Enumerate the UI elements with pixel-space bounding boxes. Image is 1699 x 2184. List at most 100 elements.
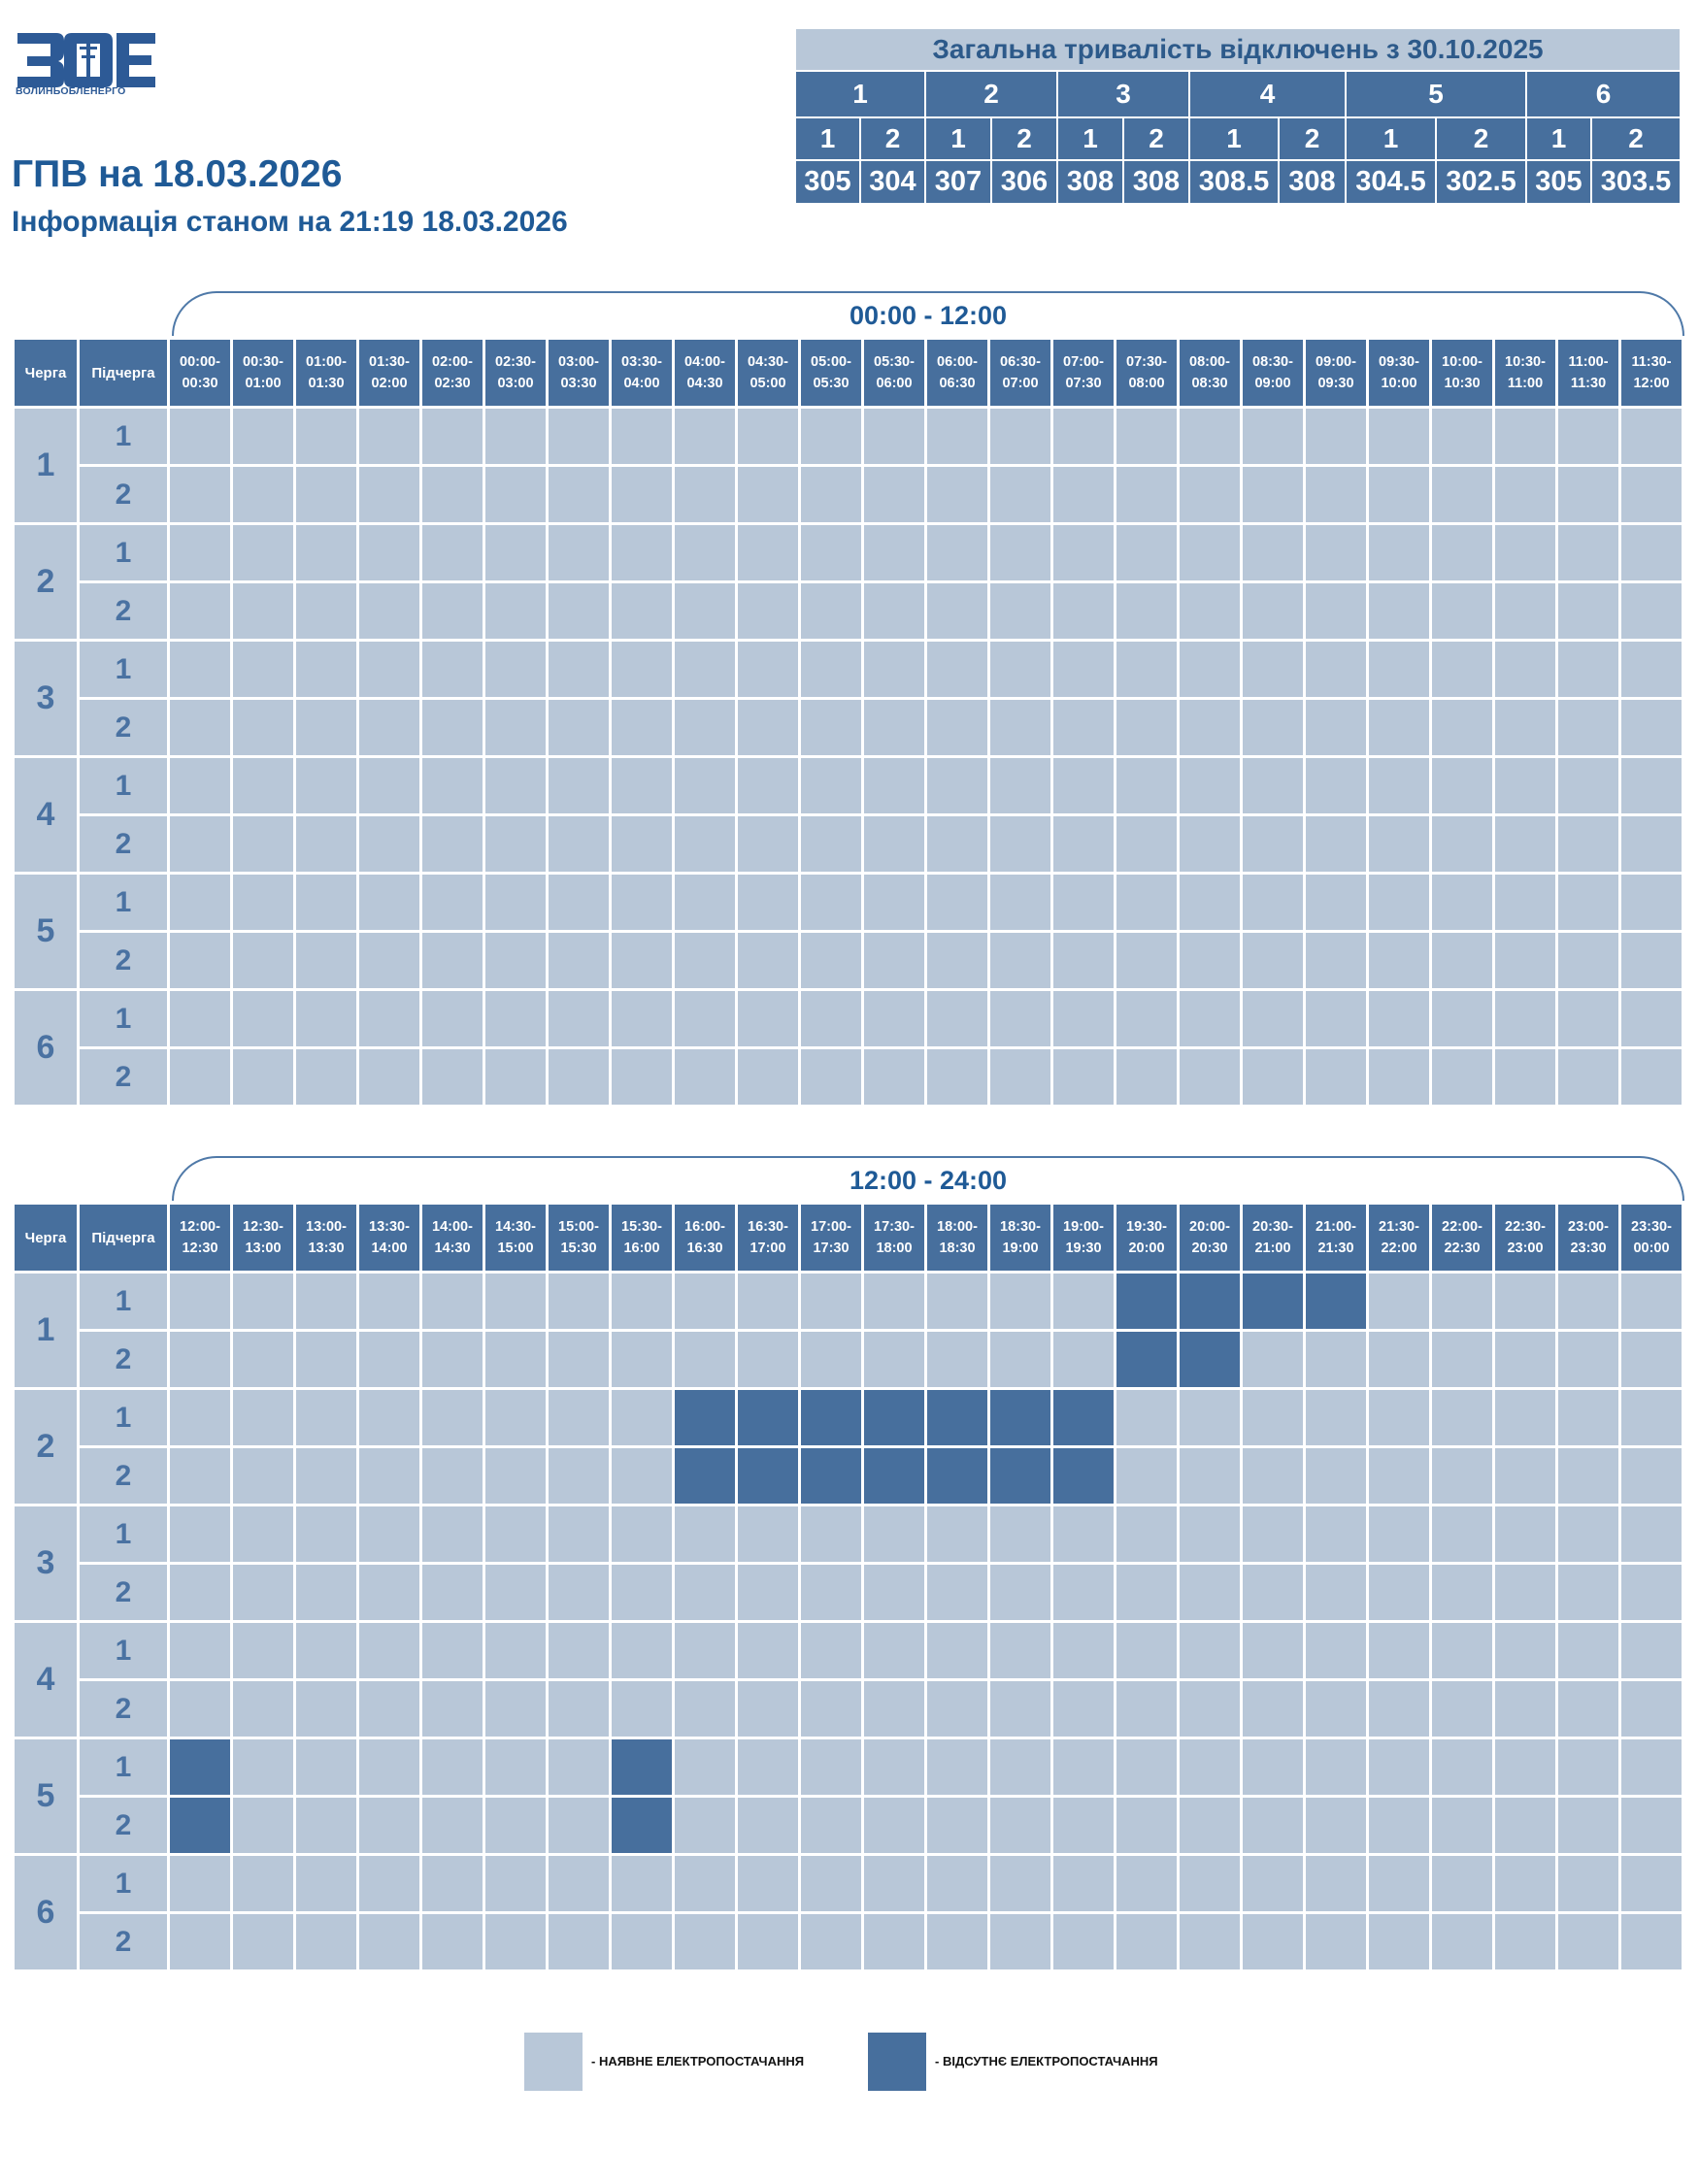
period-label: 12:00 - 24:00 [849, 1166, 1008, 1195]
time-slot-header: 19:30- 20:00 [1114, 1202, 1180, 1274]
power-cell [1303, 1678, 1369, 1739]
power-cell [987, 1504, 1053, 1565]
power-cell [1618, 1445, 1684, 1506]
schedule-row: 2 [14, 1562, 1684, 1623]
power-cell [1429, 639, 1495, 700]
power-cell [1429, 988, 1495, 1049]
power-cell [167, 872, 233, 933]
time-slot-header: 11:00- 11:30 [1555, 337, 1621, 409]
power-cell [1050, 1271, 1116, 1332]
power-cell [1492, 1737, 1558, 1798]
power-cell [798, 406, 864, 467]
power-cell [167, 406, 233, 467]
power-cell [1050, 406, 1116, 467]
power-cell [987, 1911, 1053, 1972]
power-cell [1618, 1853, 1684, 1914]
outage-cell [672, 1387, 738, 1448]
power-cell [1555, 522, 1621, 583]
power-cell [1618, 406, 1684, 467]
power-cell [735, 697, 801, 758]
power-cell [483, 1387, 549, 1448]
power-cell [1240, 755, 1306, 816]
power-cell [546, 522, 612, 583]
power-cell [356, 522, 422, 583]
power-cell [483, 1853, 549, 1914]
power-cell [609, 1853, 675, 1914]
power-cell [419, 1737, 485, 1798]
power-cell [1429, 1678, 1495, 1739]
power-cell [924, 988, 990, 1049]
power-cell [1555, 406, 1621, 467]
power-cell [167, 1046, 233, 1108]
legend-label-unavailable: - ВІДСУТНЄ ЕЛЕКТРОПОСТАЧАННЯ [935, 2054, 1158, 2068]
subqueue-number: 1 [77, 755, 170, 816]
power-cell [293, 1911, 359, 1972]
power-cell [293, 930, 359, 991]
power-cell [1492, 1562, 1558, 1623]
power-cell [924, 464, 990, 525]
subqueue-number: 2 [77, 1678, 170, 1739]
power-cell [1114, 1737, 1180, 1798]
power-cell [1177, 1504, 1243, 1565]
time-slot-header: 16:00- 16:30 [672, 1202, 738, 1274]
power-cell [861, 639, 927, 700]
power-cell [735, 1504, 801, 1565]
time-slot-header: 07:30- 08:00 [1114, 337, 1180, 409]
power-cell [861, 1795, 927, 1856]
power-cell [1240, 639, 1306, 700]
power-cell [1177, 639, 1243, 700]
power-cell [1492, 639, 1558, 700]
power-cell [1303, 988, 1369, 1049]
power-cell [609, 813, 675, 875]
power-cell [1366, 930, 1432, 991]
power-cell [987, 580, 1053, 642]
outage-cell [861, 1445, 927, 1506]
power-cell [861, 580, 927, 642]
outage-cell [1303, 1271, 1369, 1332]
power-cell [609, 1445, 675, 1506]
power-cell [798, 522, 864, 583]
power-cell [1303, 1387, 1369, 1448]
power-cell [419, 1853, 485, 1914]
power-cell [483, 1271, 549, 1332]
power-cell [861, 1504, 927, 1565]
power-cell [1050, 1504, 1116, 1565]
power-cell [1618, 1678, 1684, 1739]
power-cell [735, 1737, 801, 1798]
power-cell [609, 1271, 675, 1332]
power-cell [483, 639, 549, 700]
time-slot-header: 20:30- 21:00 [1240, 1202, 1306, 1274]
power-cell [1555, 1678, 1621, 1739]
power-cell [1429, 1911, 1495, 1972]
time-slot-header: 00:00- 00:30 [167, 337, 233, 409]
power-cell [1114, 1853, 1180, 1914]
power-cell [1240, 1445, 1306, 1506]
summary-queue: 6 [1525, 70, 1682, 118]
power-cell [987, 464, 1053, 525]
outage-cell [861, 1387, 927, 1448]
summary-subqueue: 1 [794, 116, 861, 161]
power-cell [1303, 755, 1369, 816]
power-cell [735, 930, 801, 991]
power-cell [609, 639, 675, 700]
power-cell [1366, 1329, 1432, 1390]
outage-cell [798, 1387, 864, 1448]
queue-number: 3 [12, 1504, 80, 1623]
power-cell [546, 406, 612, 467]
time-slot-header: 23:30- 00:00 [1618, 1202, 1684, 1274]
power-cell [798, 1562, 864, 1623]
power-cell [861, 1329, 927, 1390]
power-cell [1303, 522, 1369, 583]
power-cell [987, 755, 1053, 816]
power-cell [1177, 580, 1243, 642]
power-cell [672, 406, 738, 467]
power-cell [293, 1620, 359, 1681]
power-cell [1429, 1737, 1495, 1798]
power-cell [609, 1562, 675, 1623]
power-cell [419, 1504, 485, 1565]
power-cell [1429, 1445, 1495, 1506]
power-cell [230, 988, 296, 1049]
